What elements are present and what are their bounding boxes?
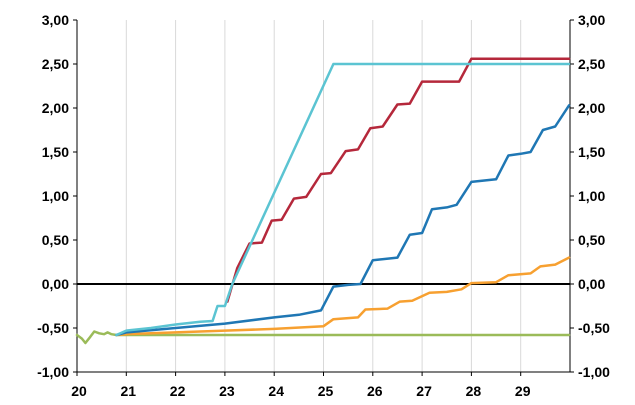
series-line-5 — [115, 62, 571, 337]
y2-tick-label: 1,50 — [578, 144, 605, 160]
grid — [125, 20, 522, 372]
y2-tick-label: 1,00 — [578, 188, 605, 204]
series-line-4 — [226, 57, 571, 303]
y-tick-label: 0,50 — [42, 232, 69, 248]
x-tick-label: 23 — [219, 383, 235, 399]
x-tick-label: 28 — [466, 383, 482, 399]
x-axis-tick-labels: 20 21 22 23 24 25 26 27 28 29 — [71, 383, 530, 399]
y-tick-label: 0,00 — [42, 276, 69, 292]
y2-tick-label: 0,50 — [578, 232, 605, 248]
y2-tick-label: -0,50 — [578, 320, 610, 336]
y-tick-label: 1,00 — [42, 188, 69, 204]
axes — [73, 19, 574, 376]
series-line-2 — [115, 256, 571, 337]
y-tick-label: 3,00 — [42, 12, 69, 28]
x-tick-label: 25 — [318, 383, 334, 399]
y2-axis-tick-labels: -1,00 -0,50 0,00 0,50 1,00 1,50 2,00 2,50 3,00 — [578, 12, 610, 380]
x-tick-label: 24 — [268, 383, 284, 399]
x-tick-label: 29 — [515, 383, 531, 399]
series-line-3 — [115, 104, 571, 337]
series-lines — [75, 57, 571, 345]
y-tick-label: -1,00 — [37, 364, 69, 380]
x-tick-label: 21 — [121, 383, 137, 399]
y2-tick-label: 2,50 — [578, 56, 605, 72]
y2-tick-label: 0,00 — [578, 276, 605, 292]
y-axis-tick-labels: -1,00 -0,50 0,00 0,50 1,00 1,50 2,00 2,50 3,00 — [37, 12, 69, 380]
y2-tick-label: 3,00 — [578, 12, 605, 28]
y-tick-label: -0,50 — [37, 320, 69, 336]
x-tick-label: 27 — [416, 383, 432, 399]
y-tick-label: 2,50 — [42, 56, 69, 72]
x-tick-label: 26 — [367, 383, 383, 399]
y2-tick-label: -1,00 — [578, 364, 610, 380]
y2-tick-label: 2,00 — [578, 100, 605, 116]
y-tick-label: 1,50 — [42, 144, 69, 160]
x-tick-label: 22 — [170, 383, 186, 399]
x-tick-label: 20 — [71, 383, 87, 399]
y-tick-label: 2,00 — [42, 100, 69, 116]
